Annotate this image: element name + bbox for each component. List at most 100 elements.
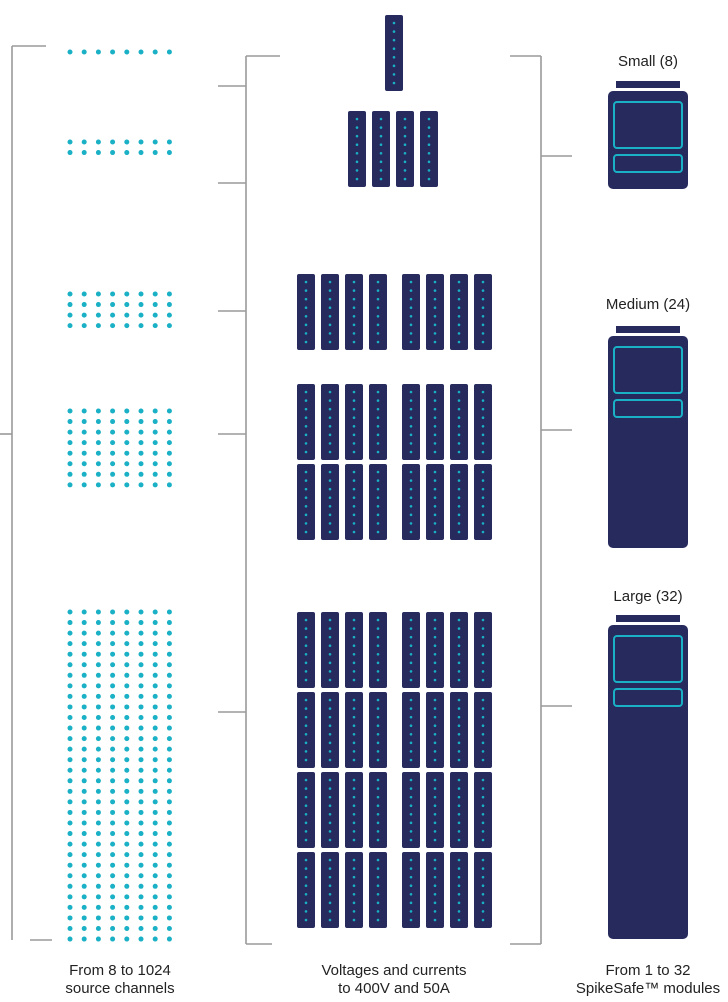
module-card — [345, 384, 363, 460]
channel-dot — [124, 873, 129, 878]
module-led — [305, 298, 308, 301]
channel-dot — [153, 419, 158, 424]
module-led — [482, 742, 485, 745]
channel-dot — [110, 821, 115, 826]
channel-dot — [96, 821, 101, 826]
module-led — [482, 619, 485, 622]
channel-dot — [68, 747, 73, 752]
module-led — [353, 488, 356, 491]
module-body — [297, 384, 315, 460]
module-led — [329, 662, 332, 665]
channel-dot — [124, 937, 129, 942]
channel-dot — [139, 451, 144, 456]
module-card — [369, 852, 387, 928]
module-led — [393, 39, 396, 42]
channel-dot — [96, 662, 101, 667]
channel-dot — [153, 694, 158, 699]
channel-dot — [68, 440, 73, 445]
channel-dot — [139, 482, 144, 487]
channel-dot — [110, 631, 115, 636]
module-led — [305, 416, 308, 419]
channel-dot — [139, 884, 144, 889]
module-led — [305, 787, 308, 790]
channel-dot-grid — [68, 610, 172, 942]
module-led — [410, 830, 413, 833]
module-card — [474, 852, 492, 928]
channel-dot — [96, 884, 101, 889]
channel-dot — [139, 662, 144, 667]
chassis-handle — [616, 615, 680, 622]
module-body — [396, 111, 414, 187]
channel-dot — [124, 610, 129, 615]
module-led — [305, 408, 308, 411]
module-led — [353, 332, 356, 335]
module-led — [377, 670, 380, 673]
channel-dot — [139, 937, 144, 942]
module-led — [482, 281, 485, 284]
module-led — [410, 779, 413, 782]
channel-dot — [96, 313, 101, 318]
channel-dot — [139, 440, 144, 445]
module-led — [458, 644, 461, 647]
channel-dot — [124, 409, 129, 414]
module-led — [458, 867, 461, 870]
module-led — [305, 636, 308, 639]
module-led — [410, 488, 413, 491]
channel-dot — [96, 852, 101, 857]
module-led — [305, 884, 308, 887]
module-led — [356, 152, 359, 155]
module-led — [434, 787, 437, 790]
module-led — [410, 876, 413, 879]
module-led — [434, 332, 437, 335]
module-led — [377, 451, 380, 454]
channel-dot — [110, 747, 115, 752]
channel-dot — [68, 863, 73, 868]
module-led — [428, 161, 431, 164]
channel-dot — [167, 302, 172, 307]
channel-dot — [96, 747, 101, 752]
module-led — [305, 653, 308, 656]
module-led — [353, 298, 356, 301]
module-led — [377, 750, 380, 753]
module-led — [353, 522, 356, 525]
module-led — [305, 830, 308, 833]
channel-dot — [124, 482, 129, 487]
channel-dot — [68, 810, 73, 815]
channel-dot — [96, 915, 101, 920]
module-card — [297, 612, 315, 688]
channel-dot — [139, 323, 144, 328]
module-led — [434, 488, 437, 491]
module-led — [434, 627, 437, 630]
module-led — [329, 341, 332, 344]
channel-dot — [82, 852, 87, 857]
module-led — [410, 306, 413, 309]
channel-dot — [139, 799, 144, 804]
module-card — [402, 464, 420, 540]
module-body — [402, 464, 420, 540]
module-led — [410, 813, 413, 816]
channel-dot — [124, 747, 129, 752]
module-led — [482, 902, 485, 905]
channel-dot — [153, 926, 158, 931]
channel-dot — [110, 292, 115, 297]
module-led — [410, 289, 413, 292]
chassis-body — [608, 625, 688, 939]
channel-dot — [124, 292, 129, 297]
module-card — [450, 772, 468, 848]
channel-dot — [139, 894, 144, 899]
module-led — [329, 408, 332, 411]
module-body — [297, 692, 315, 768]
channel-dot — [82, 704, 87, 709]
module-led — [482, 716, 485, 719]
module-led — [410, 391, 413, 394]
module-led — [329, 830, 332, 833]
channel-dot — [153, 863, 158, 868]
channel-dot — [82, 440, 87, 445]
module-led — [329, 787, 332, 790]
channel-dot — [68, 937, 73, 942]
module-led — [434, 867, 437, 870]
channel-dot — [124, 631, 129, 636]
module-led — [434, 306, 437, 309]
module-led — [353, 893, 356, 896]
channel-dot — [139, 140, 144, 145]
